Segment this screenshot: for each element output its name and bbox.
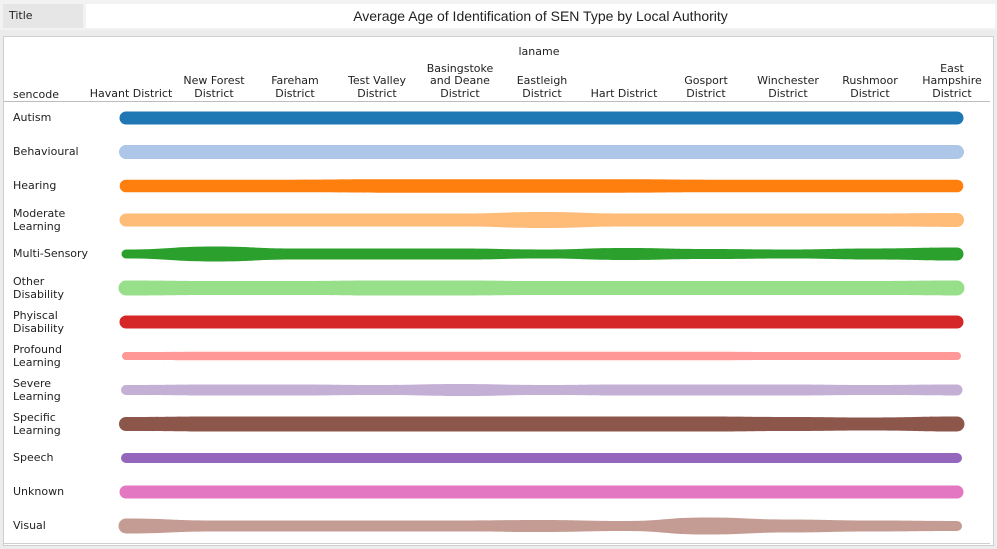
column-header-basingstoke-and-deane-district: Basingstoke and Deane District [426, 61, 494, 100]
row-label-autism: Autism [13, 111, 52, 124]
row-label-visual: Visual [13, 519, 46, 532]
row-label-speech: Speech [13, 451, 54, 464]
chart-title: Average Age of Identification of SEN Typ… [86, 4, 995, 28]
bottom-divider [4, 543, 990, 544]
row-label-phyiscal-disability: Phyiscal Disability [13, 309, 64, 335]
row-label-moderate-learning: Moderate Learning [13, 207, 66, 233]
column-header-gosport-district: Gosport District [684, 74, 728, 100]
row-label-hearing: Hearing [13, 179, 57, 192]
header-divider [4, 101, 990, 102]
column-header-rushmoor-district: Rushmoor District [842, 74, 898, 100]
row-field-label: sencode [13, 88, 59, 101]
row-label-multi-sensory: Multi-Sensory [13, 247, 89, 260]
band-profound-learning[interactable] [122, 351, 961, 361]
row-label-behavioural: Behavioural [13, 145, 79, 158]
band-speech[interactable] [121, 453, 962, 463]
band-moderate-learning[interactable] [119, 212, 965, 228]
title-tab[interactable]: Title [3, 4, 83, 28]
band-hearing[interactable] [119, 179, 964, 193]
column-header-new-forest-district: New Forest District [183, 74, 245, 100]
column-header-east-hampshire-district: East Hampshire District [922, 61, 982, 100]
row-label-severe-learning: Severe Learning [13, 377, 61, 403]
row-label-profound-learning: Profound Learning [13, 343, 62, 369]
band-severe-learning[interactable] [121, 384, 963, 396]
band-phyiscal-disability[interactable] [119, 315, 964, 329]
band-unknown[interactable] [119, 485, 964, 499]
chart-panel: laname sencode Havant District New Forest… [3, 36, 994, 546]
band-multi-sensory[interactable] [121, 246, 964, 262]
column-headers: Havant District New Forest District Fareha… [4, 37, 995, 100]
column-header-test-valley-district: Test Valley District [348, 74, 406, 100]
sparkband-chart [118, 111, 965, 535]
band-specific-learning[interactable] [119, 416, 965, 432]
column-header-hart-district: Hart District [590, 86, 658, 100]
row-label-specific-learning: Specific Learning [13, 411, 61, 437]
band-other-disability[interactable] [118, 280, 965, 296]
row-label-other-disability: Other Disability [13, 275, 64, 301]
column-header-fareham-district: Fareham District [271, 74, 319, 100]
band-autism[interactable] [119, 111, 964, 125]
column-header-winchester-district: Winchester District [757, 74, 819, 100]
column-field-label: laname [518, 45, 560, 58]
title-bar: Title Average Age of Identification of S… [0, 0, 997, 30]
band-behavioural[interactable] [119, 145, 964, 159]
row-label-unknown: Unknown [13, 485, 65, 498]
column-header-havant-district: Havant District [89, 86, 173, 100]
column-header-eastleigh-district: Eastleigh District [516, 74, 568, 100]
band-visual[interactable] [118, 517, 963, 535]
